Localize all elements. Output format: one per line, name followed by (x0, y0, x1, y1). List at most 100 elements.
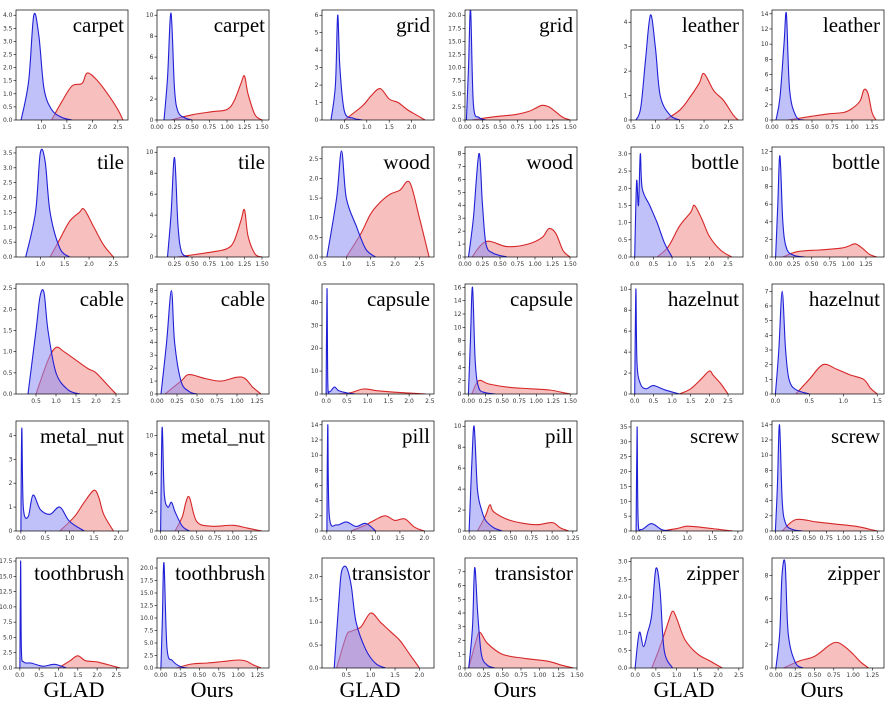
anomaly-density-fill (471, 380, 571, 394)
normal-density-fill (326, 288, 356, 394)
y-tick-label: 4 (150, 75, 154, 82)
y-tick-label: 12.5 (448, 52, 462, 59)
y-tick-label: 10 (620, 286, 628, 293)
normal-density-line (467, 286, 496, 394)
normal-density-fill (167, 157, 189, 257)
normal-density-line (330, 14, 363, 120)
x-tick-label: 2.0 (705, 398, 715, 405)
y-tick-label: 10 (761, 166, 769, 173)
y-tick-label: 0 (765, 117, 769, 124)
y-tick-label: 4 (458, 202, 462, 209)
y-tick-label: 1.0 (618, 220, 628, 227)
y-tick-label: 3 (765, 347, 769, 354)
x-tick-label: 0.75 (212, 672, 226, 679)
x-tick-label: 0.75 (208, 535, 222, 542)
x-tick-label: 0.5 (342, 672, 352, 679)
anomaly-density-line (164, 374, 262, 394)
y-tick-label: 5 (765, 318, 769, 325)
panel-capsule-14: 0.0 0.5 1.0 1.5 2.0 2.5 0 10 20 30 40 capsule (311, 283, 435, 405)
panel-zipper-28: 0.0 0.5 1.0 1.5 2.0 2.5 0.0 0.5 1.0 1.5 2.0 2.5 3.0 z… (618, 557, 744, 679)
panel-title: carpet (214, 13, 265, 37)
panel-title: carpet (73, 13, 124, 37)
panel-wood-9: 0.00 0.25 0.50 0.75 1.00 1.25 1.50 0 1 2 3 4 5 6 7 8 woo… (458, 146, 578, 268)
y-tick-label: 5 (458, 596, 462, 603)
y-tick-label: 16 (454, 284, 462, 291)
anomaly-density-fill (651, 611, 723, 668)
x-tick-label: 0.50 (190, 535, 204, 542)
y-tick-label: 4 (765, 332, 769, 339)
anomaly-density-fill (782, 243, 877, 257)
y-tick-label: 12 (454, 311, 462, 318)
y-tick-label: 10 (454, 423, 462, 430)
y-tick-label: 2.5 (309, 156, 319, 163)
y-tick-label: 1.5 (618, 202, 628, 209)
normal-density-line (326, 150, 376, 257)
x-tick-label: 0.0 (631, 535, 641, 542)
plot-frame (321, 146, 435, 258)
panel-carpet-1: 0.00 0.25 0.50 0.75 1.00 1.25 1.50 0 2 4 6 8 10 carpe… (146, 9, 270, 131)
x-tick-label: 1.0 (65, 535, 75, 542)
plot-frame (156, 420, 270, 532)
y-tick-label: 3 (624, 44, 628, 51)
x-tick-label: 2.0 (84, 261, 94, 268)
y-tick-label: 2.0 (618, 185, 628, 192)
y-tick-label: 0 (458, 391, 462, 398)
y-tick-label: 1 (9, 504, 13, 511)
y-tick-label: 7.5 (3, 619, 13, 626)
panel-pill-20: 0.0 0.5 1.0 1.5 2.0 0 2 4 6 8 10 12 14 pill (311, 420, 435, 542)
normal-density-line (160, 427, 190, 531)
anomaly-density-line (661, 525, 733, 531)
y-tick-label: 2 (765, 362, 769, 369)
x-tick-label: 1.5 (71, 398, 81, 405)
y-tick-label: 3 (150, 352, 154, 359)
anomaly-density-line (781, 518, 878, 531)
y-tick-label: 2.0 (309, 175, 319, 182)
y-tick-label: 2 (315, 513, 319, 520)
anomaly-density-fill (58, 655, 121, 668)
x-tick-label: 1.0 (682, 535, 692, 542)
normal-density-line (19, 560, 67, 668)
anomaly-density-line (679, 370, 729, 394)
y-tick-label: 2.0 (3, 195, 13, 202)
x-tick-label: 2.0 (713, 672, 723, 679)
y-tick-label: 1.5 (3, 78, 13, 85)
panel-transistor-26: 0.5 1.0 1.5 2.0 0.0 0.5 1.0 1.5 2.0 transistor (309, 557, 435, 679)
x-tick-label: 1.50 (570, 672, 584, 679)
x-tick-label: 2.5 (724, 124, 734, 131)
x-tick-label: 0.75 (827, 672, 841, 679)
x-tick-label: 0.00 (458, 124, 472, 131)
normal-density-line (160, 289, 198, 394)
y-tick-label: 0 (150, 391, 154, 398)
y-tick-label: 2 (765, 513, 769, 520)
y-tick-label: 2.5 (144, 653, 154, 660)
x-tick-label: 2.5 (415, 261, 425, 268)
y-tick-label: 40 (311, 299, 319, 306)
anomaly-density-fill (178, 209, 262, 257)
panel-title: hazelnut (668, 287, 739, 311)
y-tick-label: 0 (315, 391, 319, 398)
x-tick-label: 2.0 (699, 124, 709, 131)
normal-density-line (775, 559, 804, 668)
y-tick-label: 5.0 (3, 634, 13, 641)
x-tick-label: 0.25 (476, 261, 490, 268)
x-tick-label: 0.50 (496, 398, 510, 405)
x-tick-label: 2.5 (734, 672, 744, 679)
x-tick-label: 1.25 (859, 261, 873, 268)
y-tick-label: 12 (761, 437, 769, 444)
x-tick-label: 1.50 (563, 124, 577, 131)
x-tick-label: 0.25 (168, 261, 182, 268)
x-tick-label: 1.00 (220, 124, 234, 131)
y-tick-label: 2 (150, 509, 154, 516)
normal-density-fill (160, 427, 190, 531)
x-tick-label: 0.50 (803, 535, 817, 542)
x-tick-label: 1.5 (62, 124, 72, 131)
y-tick-label: 0.0 (144, 665, 154, 672)
y-tick-label: 10 (146, 149, 154, 156)
panel-title: cable (80, 287, 124, 311)
y-tick-label: 2.0 (3, 306, 13, 313)
x-tick-label: 0.00 (769, 261, 783, 268)
x-tick-label: 0.0 (630, 261, 640, 268)
y-tick-label: 0 (315, 528, 319, 535)
y-tick-label: 0.5 (3, 370, 13, 377)
plot-frame (15, 420, 129, 532)
